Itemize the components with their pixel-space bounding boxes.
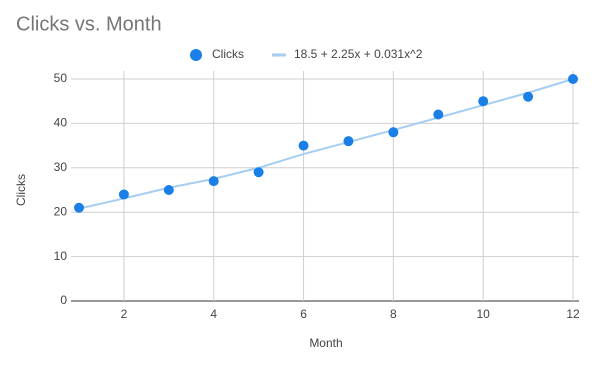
legend-label: Clicks bbox=[212, 47, 244, 61]
x-tick-label: 8 bbox=[390, 307, 397, 321]
data-point bbox=[118, 189, 129, 200]
y-axis-label: Clicks bbox=[14, 174, 28, 206]
y-tick-label: 20 bbox=[54, 204, 68, 218]
data-point bbox=[523, 91, 534, 102]
chart-title: Clicks vs. Month bbox=[16, 13, 162, 35]
y-tick-label: 0 bbox=[60, 293, 67, 307]
data-point bbox=[388, 127, 399, 138]
data-point bbox=[74, 202, 84, 213]
data-point bbox=[208, 176, 219, 187]
data-point bbox=[298, 140, 309, 151]
trendline bbox=[78, 78, 574, 210]
y-tick-label: 30 bbox=[54, 160, 68, 174]
x-tick-label: 12 bbox=[566, 307, 580, 321]
y-tick-label: 10 bbox=[54, 249, 68, 263]
x-tick-label: 4 bbox=[210, 307, 217, 321]
data-point bbox=[568, 74, 578, 84]
data-point bbox=[253, 167, 264, 178]
x-tick-label: 6 bbox=[300, 307, 307, 321]
data-point bbox=[478, 96, 489, 107]
data-point bbox=[433, 109, 444, 120]
x-tick-label: 10 bbox=[477, 307, 491, 321]
data-point bbox=[163, 185, 174, 195]
y-tick-label: 40 bbox=[54, 116, 68, 130]
legend-swatch bbox=[190, 49, 202, 61]
x-tick-label: 2 bbox=[121, 307, 128, 321]
y-tick-label: 50 bbox=[54, 71, 68, 85]
legend-label: 18.5 + 2.25x + 0.031x^2 bbox=[294, 47, 423, 61]
data-point bbox=[343, 136, 354, 147]
x-axis-label: Month bbox=[309, 336, 342, 350]
